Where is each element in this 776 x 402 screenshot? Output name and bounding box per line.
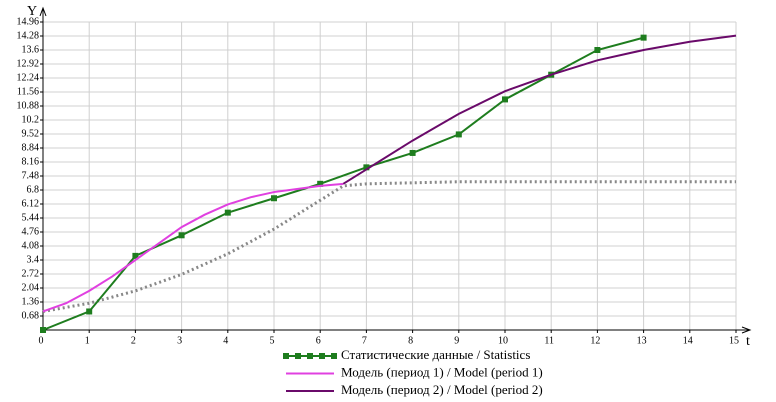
y-tick-label: 13.6 (22, 44, 40, 55)
x-tick-label: 5 (270, 335, 275, 346)
x-tick-label: 3 (177, 335, 182, 346)
legend-label: Статистические данные / Statistics (341, 347, 530, 362)
point-marker (271, 195, 277, 202)
x-tick-label: 14 (683, 335, 693, 346)
y-tick-label: 4.76 (22, 226, 40, 237)
y-tick-label: 1.36 (22, 296, 40, 307)
y-tick-label: 6.12 (22, 198, 40, 209)
point-marker (640, 34, 647, 41)
x-tick-label: 11 (544, 335, 554, 346)
y-tick-label: 11.56 (17, 86, 39, 97)
y-tick-label: 6.8 (27, 184, 40, 195)
point-marker (455, 131, 462, 138)
y-tick-label: 8.84 (22, 142, 40, 153)
x-tick-label: 8 (408, 335, 413, 346)
y-tick-label: 14.96 (17, 16, 40, 27)
y-tick-label: 9.52 (22, 128, 40, 139)
x-tick-label: 6 (316, 335, 321, 346)
y-tick-label: 12.92 (17, 58, 40, 69)
y-tick-label: 10.88 (17, 100, 40, 111)
point-marker (40, 327, 46, 333)
x-tick-label: 0 (39, 335, 44, 346)
legend-marker (307, 353, 313, 359)
legend-marker (283, 353, 289, 359)
y-tick-label: 12.24 (17, 72, 40, 83)
y-axis (39, 6, 47, 333)
y-tick-label: 2.04 (22, 282, 40, 293)
y-tick-label: 2.72 (22, 268, 40, 279)
point-marker (224, 209, 231, 216)
point-marker (86, 308, 93, 315)
x-tick-label: 15 (729, 335, 739, 346)
legend-label: Модель (период 1) / Model (period 1) (341, 364, 543, 379)
legend-marker (295, 353, 301, 359)
point-marker (178, 232, 185, 239)
y-tick-label: 5.44 (22, 212, 40, 223)
legend-marker (331, 353, 337, 359)
y-tick-label: 8.16 (22, 156, 40, 167)
x-tick-label: 12 (590, 335, 600, 346)
y-tick-label: 0.68 (22, 310, 40, 321)
series-line (342, 34, 737, 185)
y-tick-label: 4.08 (22, 240, 40, 251)
point-marker (317, 180, 324, 187)
x-tick-label: 10 (498, 335, 508, 346)
point-marker (502, 96, 508, 103)
series-line (42, 180, 736, 313)
y-tick-label: 14.28 (17, 30, 40, 41)
x-tick-label: 13 (637, 335, 647, 346)
x-tick-label: 7 (362, 335, 367, 346)
point-marker (363, 164, 370, 171)
point-marker (132, 252, 139, 259)
y-axis-label: Y (27, 4, 37, 19)
y-tick-label: 7.48 (22, 170, 40, 181)
y-tick-label: 3.4 (27, 254, 40, 265)
legend-marker (319, 353, 325, 359)
x-axis-label: t (746, 334, 750, 349)
series-line (42, 182, 344, 313)
y-tick-label: 10.2 (22, 114, 40, 125)
point-marker (409, 149, 416, 156)
point-marker (594, 47, 601, 53)
legend-label: Модель (период 2) / Model (period 2) (341, 382, 543, 397)
x-tick-label: 1 (85, 335, 90, 346)
series-line (42, 36, 644, 331)
x-tick-label: 9 (454, 335, 459, 346)
x-axis (40, 326, 752, 334)
x-tick-label: 2 (131, 335, 136, 346)
x-tick-label: 4 (223, 335, 228, 346)
